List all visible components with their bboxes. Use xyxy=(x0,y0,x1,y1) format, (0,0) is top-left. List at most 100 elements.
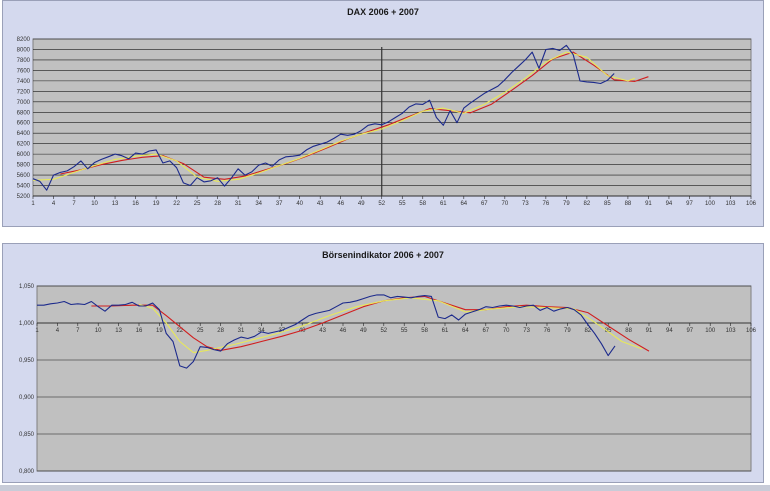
y-tick-label: 7800 xyxy=(17,58,31,64)
x-tick-label: 79 xyxy=(563,201,570,207)
x-tick-label: 88 xyxy=(625,201,632,207)
x-tick-label: 4 xyxy=(52,201,56,207)
plot-area xyxy=(32,38,752,197)
x-tick-label: 97 xyxy=(686,328,693,334)
y-tick-label: 7200 xyxy=(17,89,31,95)
x-tick-label: 106 xyxy=(746,328,757,334)
x-tick-label: 7 xyxy=(76,328,80,334)
x-tick-label: 22 xyxy=(173,201,180,207)
x-tick-label: 40 xyxy=(299,328,306,334)
x-tick-label: 76 xyxy=(543,201,550,207)
x-tick-label: 82 xyxy=(584,328,591,334)
y-tick-label: 7400 xyxy=(17,79,31,85)
x-tick-label: 88 xyxy=(625,328,632,334)
y-tick-label: 8200 xyxy=(17,37,31,43)
x-tick-label: 73 xyxy=(522,201,529,207)
y-tick-label: 5400 xyxy=(17,184,31,190)
series-line-0 xyxy=(32,44,615,191)
y-tick-label: 6000 xyxy=(17,152,31,158)
y-tick-label: 0,850 xyxy=(19,432,35,438)
series-line-1 xyxy=(138,297,643,354)
x-tick-label: 58 xyxy=(419,201,426,207)
y-tick-label: 0,800 xyxy=(19,469,35,475)
x-tick-label: 28 xyxy=(214,201,221,207)
x-tick-label: 16 xyxy=(132,201,139,207)
x-tick-label: 94 xyxy=(666,201,673,207)
y-tick-label: 8000 xyxy=(17,47,31,53)
x-tick-label: 94 xyxy=(666,328,673,334)
x-tick-label: 1 xyxy=(31,201,35,207)
x-tick-label: 37 xyxy=(278,328,285,334)
series-line-1 xyxy=(32,51,635,182)
x-tick-label: 16 xyxy=(136,328,143,334)
chart-svg-0: 5200 5400 5600 5800 6000 6200 6400 6600 6800 7000… xyxy=(17,37,757,207)
x-tick-label: 43 xyxy=(319,328,326,334)
series-line-2 xyxy=(91,295,650,352)
x-tick-label: 25 xyxy=(194,201,201,207)
x-tick-label: 64 xyxy=(460,201,467,207)
indicator-chart-panel: Börsenindikator 2006 + 2007 0,800 0,850 0,… xyxy=(2,243,764,483)
x-tick-label: 1 xyxy=(35,328,39,334)
x-tick-label: 34 xyxy=(258,328,265,334)
y-tick-label: 5800 xyxy=(17,163,31,169)
x-tick-label: 10 xyxy=(91,201,98,207)
x-tick-label: 19 xyxy=(156,328,163,334)
x-tick-label: 106 xyxy=(746,201,757,207)
x-tick-label: 91 xyxy=(646,328,653,334)
y-tick-label: 7000 xyxy=(17,100,31,106)
x-tick-label: 13 xyxy=(115,328,122,334)
y-tick-label: 0,950 xyxy=(19,358,35,364)
y-tick-label: 1,050 xyxy=(19,284,35,290)
x-tick-label: 49 xyxy=(358,201,365,207)
x-tick-label: 4 xyxy=(56,328,60,334)
x-tick-label: 34 xyxy=(255,201,262,207)
x-tick-label: 85 xyxy=(604,201,611,207)
y-tick-label: 1,000 xyxy=(19,321,35,327)
x-tick-label: 49 xyxy=(360,328,367,334)
y-tick-label: 6800 xyxy=(17,110,31,116)
x-tick-label: 46 xyxy=(337,201,344,207)
x-tick-label: 61 xyxy=(440,201,447,207)
x-tick-label: 85 xyxy=(605,328,612,334)
x-tick-label: 25 xyxy=(197,328,204,334)
x-tick-label: 19 xyxy=(153,201,160,207)
x-tick-label: 52 xyxy=(380,328,387,334)
y-tick-label: 0,900 xyxy=(19,395,35,401)
bottom-scroll-strip xyxy=(0,485,770,491)
x-tick-label: 37 xyxy=(276,201,283,207)
x-tick-label: 13 xyxy=(112,201,119,207)
x-tick-label: 97 xyxy=(686,201,693,207)
x-tick-label: 73 xyxy=(523,328,530,334)
x-tick-label: 28 xyxy=(217,328,224,334)
x-tick-label: 22 xyxy=(176,328,183,334)
x-tick-label: 82 xyxy=(584,201,591,207)
x-tick-label: 64 xyxy=(462,328,469,334)
y-tick-label: 5200 xyxy=(17,194,31,200)
x-tick-label: 46 xyxy=(340,328,347,334)
x-tick-label: 58 xyxy=(421,328,428,334)
x-tick-label: 103 xyxy=(726,328,737,334)
x-tick-label: 103 xyxy=(725,201,736,207)
y-tick-label: 7600 xyxy=(17,68,31,74)
x-tick-label: 100 xyxy=(705,201,716,207)
x-tick-label: 55 xyxy=(401,328,408,334)
x-tick-label: 91 xyxy=(645,201,652,207)
x-tick-label: 10 xyxy=(95,328,102,334)
y-tick-label: 5600 xyxy=(17,173,31,179)
y-tick-label: 6600 xyxy=(17,121,31,127)
series-line-0 xyxy=(37,294,616,369)
x-tick-label: 79 xyxy=(564,328,571,334)
x-tick-label: 52 xyxy=(378,201,385,207)
indicator-chart-title: Börsenindikator 2006 + 2007 xyxy=(322,250,444,260)
plot-area xyxy=(36,285,752,472)
x-tick-label: 70 xyxy=(501,201,508,207)
x-tick-label: 67 xyxy=(481,201,488,207)
y-tick-label: 6200 xyxy=(17,142,31,148)
x-tick-label: 55 xyxy=(399,201,406,207)
chart-svg-1: 0,800 0,850 0,900 0,950 1,000 1,050 1 4 7 10 13 16 1… xyxy=(19,284,757,475)
x-tick-label: 7 xyxy=(72,201,76,207)
x-tick-label: 31 xyxy=(238,328,245,334)
y-tick-label: 6400 xyxy=(17,131,31,137)
x-tick-label: 67 xyxy=(482,328,489,334)
x-tick-label: 70 xyxy=(503,328,510,334)
